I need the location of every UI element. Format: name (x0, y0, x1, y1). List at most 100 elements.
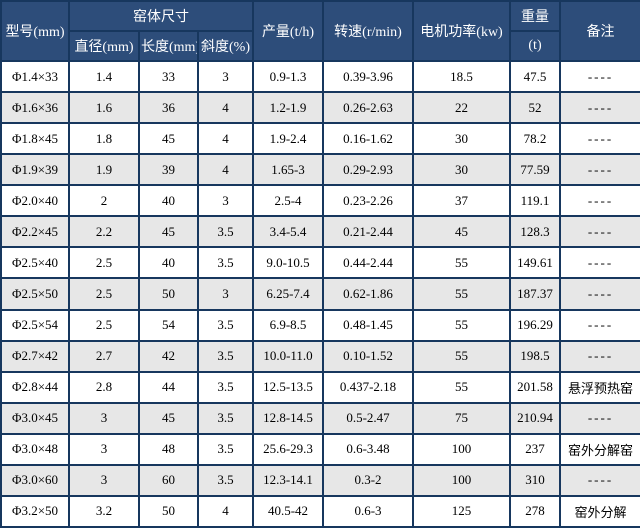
cell-speed: 0.6-3.48 (322, 432, 414, 466)
cell-weight: 78.2 (509, 122, 561, 156)
cell-weight: 47.5 (509, 59, 561, 94)
cell-speed: 0.21-2.44 (322, 215, 414, 249)
cell-remark: ---- (559, 401, 640, 435)
table-row: Φ3.0×45 3 45 3.5 12.8-14.5 0.5-2.47 75 210.94 --… (0, 401, 640, 435)
cell-diameter: 1.8 (68, 122, 140, 156)
cell-remark: ---- (559, 246, 640, 280)
cell-weight: 77.59 (509, 153, 561, 187)
cell-diameter: 2.5 (68, 277, 140, 311)
cell-length: 40 (138, 184, 199, 218)
table-header: 型号(mm) 窑体尺寸 产量(t/h) 转速(r/min) 电机功率(kw) 重… (0, 0, 640, 62)
cell-speed: 0.23-2.26 (322, 184, 414, 218)
cell-slope: 4 (197, 122, 254, 156)
table-row: Φ3.2×50 3.2 50 4 40.5-42 0.6-3 125 278 窑外分解 (0, 494, 640, 528)
cell-power: 125 (412, 494, 511, 528)
cell-model: Φ1.4×33 (0, 59, 70, 94)
cell-power: 30 (412, 153, 511, 187)
cell-power: 18.5 (412, 59, 511, 94)
cell-diameter: 3.2 (68, 494, 140, 528)
cell-weight: 310 (509, 463, 561, 497)
cell-diameter: 2.5 (68, 246, 140, 280)
cell-model: Φ2.8×44 (0, 370, 70, 404)
table-row: Φ2.5×50 2.5 50 3 6.25-7.4 0.62-1.86 55 187.37 --… (0, 277, 640, 311)
cell-weight: 237 (509, 432, 561, 466)
cell-speed: 0.26-2.63 (322, 91, 414, 125)
cell-length: 45 (138, 215, 199, 249)
table-row: Φ1.4×33 1.4 33 3 0.9-1.3 0.39-3.96 18.5 47.5 ---… (0, 59, 640, 94)
cell-output: 1.65-3 (252, 153, 324, 187)
cell-slope: 3 (197, 184, 254, 218)
cell-remark: ---- (559, 91, 640, 125)
cell-remark: ---- (559, 153, 640, 187)
cell-slope: 3.5 (197, 308, 254, 342)
table-row: Φ2.7×42 2.7 42 3.5 10.0-11.0 0.10-1.52 55 198.5… (0, 339, 640, 373)
cell-speed: 0.5-2.47 (322, 401, 414, 435)
header-diameter: 直径(mm) (68, 30, 140, 62)
cell-length: 39 (138, 153, 199, 187)
cell-diameter: 1.4 (68, 59, 140, 94)
header-row-2: 直径(mm) 长度(mm) 斜度(%) (t) (1, 30, 640, 62)
cell-diameter: 2.5 (68, 308, 140, 342)
cell-model: Φ1.6×36 (0, 91, 70, 125)
cell-remark: ---- (559, 339, 640, 373)
cell-remark: ---- (559, 277, 640, 311)
cell-output: 1.2-1.9 (252, 91, 324, 125)
cell-slope: 4 (197, 494, 254, 528)
cell-remark: ---- (559, 122, 640, 156)
table-row: Φ3.0×60 3 60 3.5 12.3-14.1 0.3-2 100 310 ---- (0, 463, 640, 497)
cell-weight: 52 (509, 91, 561, 125)
cell-power: 100 (412, 432, 511, 466)
cell-length: 44 (138, 370, 199, 404)
table-row: Φ1.9×39 1.9 39 4 1.65-3 0.29-2.93 30 77.59 ---- (0, 153, 640, 187)
table-row: Φ1.6×36 1.6 36 4 1.2-1.9 0.26-2.63 22 52 ---- (0, 91, 640, 125)
cell-model: Φ1.8×45 (0, 122, 70, 156)
cell-weight: 196.29 (509, 308, 561, 342)
header-output: 产量(t/h) (252, 0, 324, 62)
cell-remark: ---- (559, 215, 640, 249)
cell-diameter: 2.2 (68, 215, 140, 249)
cell-weight: 149.61 (509, 246, 561, 280)
cell-model: Φ2.5×50 (0, 277, 70, 311)
cell-diameter: 2 (68, 184, 140, 218)
cell-remark: 悬浮预热窑 (559, 370, 640, 404)
cell-power: 30 (412, 122, 511, 156)
cell-diameter: 3 (68, 432, 140, 466)
cell-weight: 128.3 (509, 215, 561, 249)
cell-remark: ---- (559, 184, 640, 218)
cell-weight: 210.94 (509, 401, 561, 435)
header-row-1: 型号(mm) 窑体尺寸 产量(t/h) 转速(r/min) 电机功率(kw) 重… (0, 0, 640, 62)
cell-slope: 3 (197, 277, 254, 311)
cell-model: Φ2.5×40 (0, 246, 70, 280)
table-row: Φ2.2×45 2.2 45 3.5 3.4-5.4 0.21-2.44 45 128.3 --… (0, 215, 640, 249)
cell-weight: 278 (509, 494, 561, 528)
cell-model: Φ3.0×48 (0, 432, 70, 466)
cell-model: Φ2.7×42 (0, 339, 70, 373)
header-motor-power: 电机功率(kw) (412, 0, 511, 62)
cell-length: 60 (138, 463, 199, 497)
cell-speed: 0.16-1.62 (322, 122, 414, 156)
cell-speed: 0.39-3.96 (322, 59, 414, 94)
cell-diameter: 3 (68, 401, 140, 435)
cell-speed: 0.62-1.86 (322, 277, 414, 311)
cell-weight: 201.58 (509, 370, 561, 404)
cell-power: 45 (412, 215, 511, 249)
cell-model: Φ2.5×54 (0, 308, 70, 342)
cell-length: 33 (138, 59, 199, 94)
cell-output: 10.0-11.0 (252, 339, 324, 373)
table-row: Φ1.8×45 1.8 45 4 1.9-2.4 0.16-1.62 30 78.2 ---- (0, 122, 640, 156)
header-slope: 斜度(%) (197, 30, 254, 62)
cell-diameter: 3 (68, 463, 140, 497)
header-weight-unit: (t) (509, 30, 561, 62)
table-row: Φ2.0×40 2 40 3 2.5-4 0.23-2.26 37 119.1 ---- (0, 184, 640, 218)
cell-diameter: 1.6 (68, 91, 140, 125)
cell-length: 40 (138, 246, 199, 280)
cell-weight: 119.1 (509, 184, 561, 218)
cell-model: Φ2.2×45 (0, 215, 70, 249)
cell-slope: 3.5 (197, 339, 254, 373)
header-remark: 备注 (559, 0, 640, 62)
table-body: Φ1.4×33 1.4 33 3 0.9-1.3 0.39-3.96 18.5 47.5 ---… (0, 59, 640, 528)
cell-slope: 3.5 (197, 215, 254, 249)
cell-power: 75 (412, 401, 511, 435)
cell-power: 100 (412, 463, 511, 497)
